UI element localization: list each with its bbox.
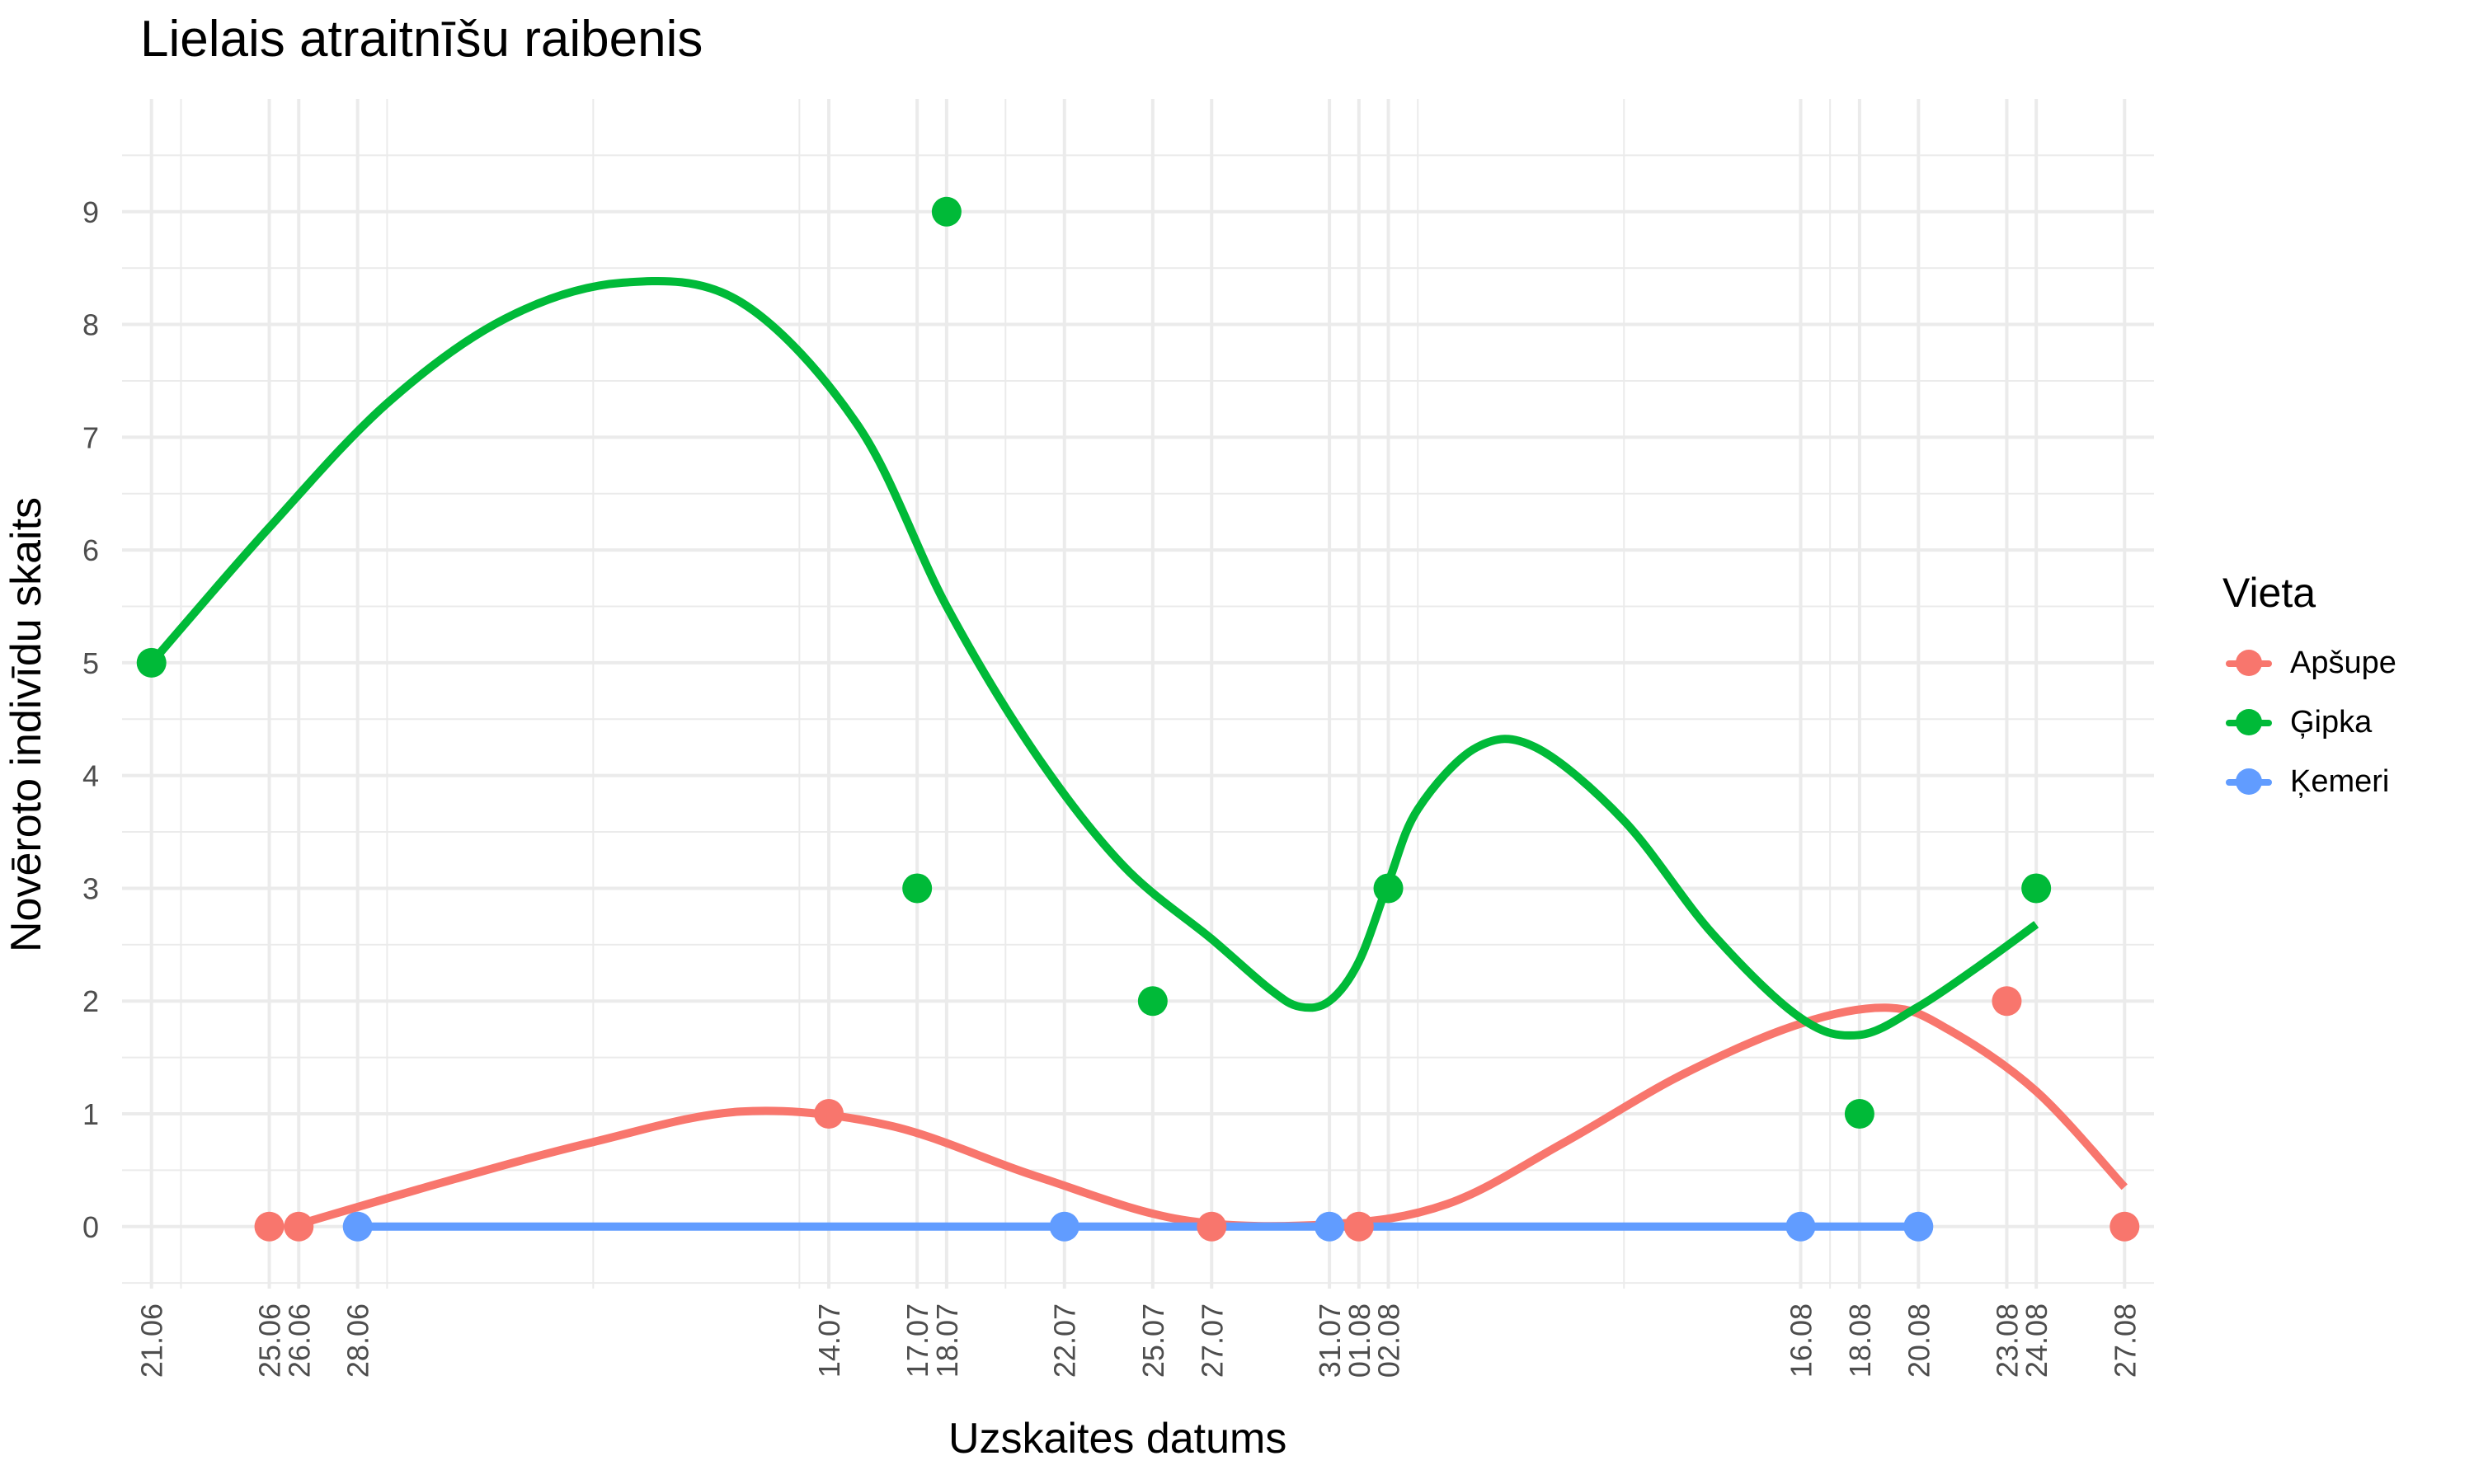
legend-key-dot xyxy=(2236,768,2262,795)
x-axis-label: Uzskaites datums xyxy=(948,1415,1287,1463)
legend-key xyxy=(2222,646,2275,679)
data-point-kemeri xyxy=(1903,1211,1934,1242)
data-point-apsupe xyxy=(1197,1211,1227,1242)
legend-key xyxy=(2222,706,2275,739)
data-point-apsupe xyxy=(1992,986,2022,1017)
data-point-gipka xyxy=(1373,873,1404,904)
y-tick-label: 5 xyxy=(82,646,99,680)
y-tick-label: 3 xyxy=(82,871,99,905)
legend-label: Ķemeri xyxy=(2290,763,2390,799)
data-point-apsupe xyxy=(2109,1211,2140,1242)
y-tick-label: 7 xyxy=(82,420,99,454)
y-tick-label: 8 xyxy=(82,308,99,342)
data-point-apsupe xyxy=(254,1211,285,1242)
data-point-gipka xyxy=(1844,1098,1874,1129)
legend-key xyxy=(2222,765,2275,798)
x-tick-label: 01.08 xyxy=(1343,1303,1376,1378)
x-tick-label: 25.07 xyxy=(1136,1303,1170,1378)
data-point-kemeri xyxy=(342,1211,373,1242)
data-point-kemeri xyxy=(1049,1211,1079,1242)
x-tick-label: 27.07 xyxy=(1195,1303,1229,1378)
x-tick-label: 27.08 xyxy=(2108,1303,2142,1378)
data-point-gipka xyxy=(136,647,167,678)
data-point-apsupe xyxy=(1343,1211,1374,1242)
x-tick-label: 31.07 xyxy=(1313,1303,1347,1378)
data-point-gipka xyxy=(2021,873,2052,904)
legend-label: Apšupe xyxy=(2290,645,2396,680)
x-tick-label: 23.08 xyxy=(1990,1303,2024,1378)
legend-key-dot xyxy=(2236,709,2262,735)
data-point-apsupe xyxy=(814,1098,844,1129)
chart-title: Lielais atraitnīšu raibenis xyxy=(140,11,703,68)
y-tick-label: 1 xyxy=(82,1097,99,1131)
x-tick-label: 24.08 xyxy=(2020,1303,2053,1378)
x-tick-label: 26.06 xyxy=(282,1303,316,1378)
y-tick-label: 9 xyxy=(82,195,99,229)
legend-item: Ķemeri xyxy=(2222,752,2396,811)
data-point-kemeri xyxy=(1315,1211,1345,1242)
x-tick-label: 02.08 xyxy=(1372,1303,1406,1378)
x-tick-label: 25.06 xyxy=(253,1303,287,1378)
legend-item: Ģipka xyxy=(2222,693,2396,752)
y-tick-label: 2 xyxy=(82,984,99,1018)
y-tick-label: 4 xyxy=(82,759,99,793)
legend-label: Ģipka xyxy=(2290,704,2373,740)
x-tick-label: 17.07 xyxy=(901,1303,934,1378)
x-tick-label: 18.08 xyxy=(1843,1303,1877,1378)
x-tick-label: 21.06 xyxy=(135,1303,169,1378)
y-tick-label: 6 xyxy=(82,533,99,567)
trend-line-gipka xyxy=(148,276,2039,1040)
data-point-apsupe xyxy=(284,1211,314,1242)
x-tick-label: 14.07 xyxy=(812,1303,846,1378)
x-tick-label: 28.06 xyxy=(341,1303,375,1378)
legend: Vieta Apšupe Ģipka Ķemeri xyxy=(2222,569,2396,811)
x-tick-label: 22.07 xyxy=(1048,1303,1082,1378)
data-point-kemeri xyxy=(1785,1211,1816,1242)
y-axis-label: Novēroto indivīdu skaits xyxy=(2,496,50,952)
data-point-gipka xyxy=(902,873,933,904)
y-tick-label: 0 xyxy=(82,1210,99,1244)
legend-item: Apšupe xyxy=(2222,633,2396,693)
legend-title: Vieta xyxy=(2222,570,2316,616)
data-point-gipka xyxy=(931,196,962,227)
x-tick-label: 20.08 xyxy=(1902,1303,1935,1378)
legend-key-dot xyxy=(2236,650,2262,676)
x-tick-label: 16.08 xyxy=(1784,1303,1818,1378)
data-point-gipka xyxy=(1137,986,1168,1017)
x-tick-label: 18.07 xyxy=(930,1303,964,1378)
